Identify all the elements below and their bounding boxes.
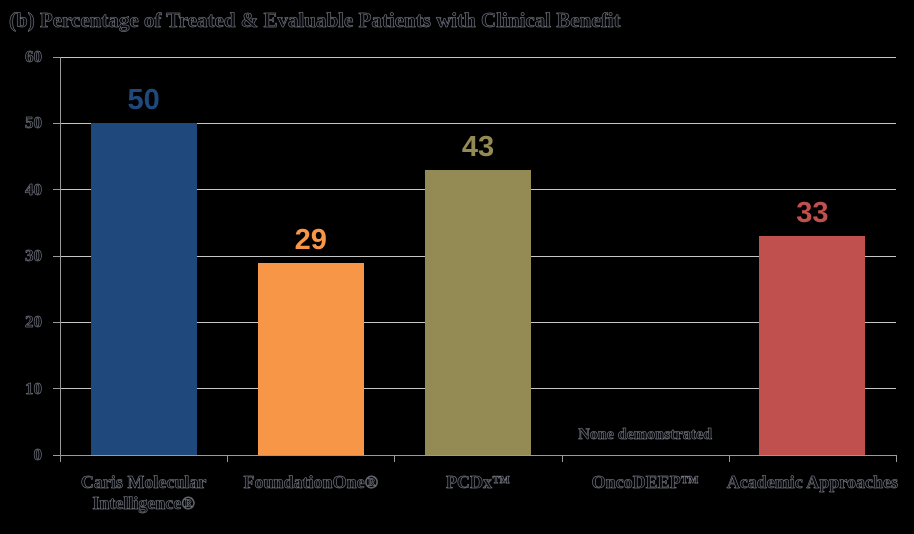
y-tick: [53, 255, 60, 257]
x-tick: [561, 456, 563, 462]
y-tick: [53, 189, 60, 191]
bar-value-label: 33: [796, 197, 829, 230]
y-tick: [53, 321, 60, 323]
x-tick: [896, 456, 897, 462]
y-axis-tick-label: 30: [25, 246, 43, 266]
y-axis-tick-label: 0: [33, 445, 42, 465]
y-tick: [53, 388, 60, 390]
no-bar-annotation: None demonstrated: [578, 426, 713, 444]
category-label: Caris Molecular Intelligence®: [80, 472, 207, 514]
y-tick: [53, 56, 60, 58]
bar: [90, 123, 197, 455]
bar: [759, 236, 866, 455]
category-label: PCDx™: [445, 472, 511, 493]
y-axis-tick-label: 60: [25, 47, 43, 67]
bar: [425, 169, 531, 455]
category-label: FoundationOne®: [243, 472, 379, 493]
gridline: [60, 122, 896, 124]
bar-value-label: 50: [127, 84, 160, 117]
y-axis-tick-label: 10: [25, 378, 43, 398]
chart-title: (b) Percentage of Treated & Evaluable Pa…: [9, 8, 621, 33]
y-tick: [53, 122, 60, 124]
y-axis-tick-label: 20: [25, 312, 43, 332]
y-axis-line: [60, 57, 61, 455]
x-tick: [728, 456, 730, 462]
x-tick: [227, 456, 229, 462]
x-tick: [60, 456, 61, 462]
x-tick: [394, 456, 396, 462]
gridline: [60, 56, 896, 58]
category-label: Academic Approaches: [726, 472, 899, 493]
bar: [257, 262, 364, 455]
x-axis-line: [60, 455, 897, 456]
bar-value-label: 43: [461, 130, 495, 163]
y-axis-tick-label: 40: [25, 179, 43, 199]
bar-value-label: 29: [294, 223, 327, 256]
category-label: OncoDEEP™: [591, 472, 699, 493]
y-tick: [53, 454, 60, 456]
y-axis-tick-label: 50: [25, 113, 43, 133]
